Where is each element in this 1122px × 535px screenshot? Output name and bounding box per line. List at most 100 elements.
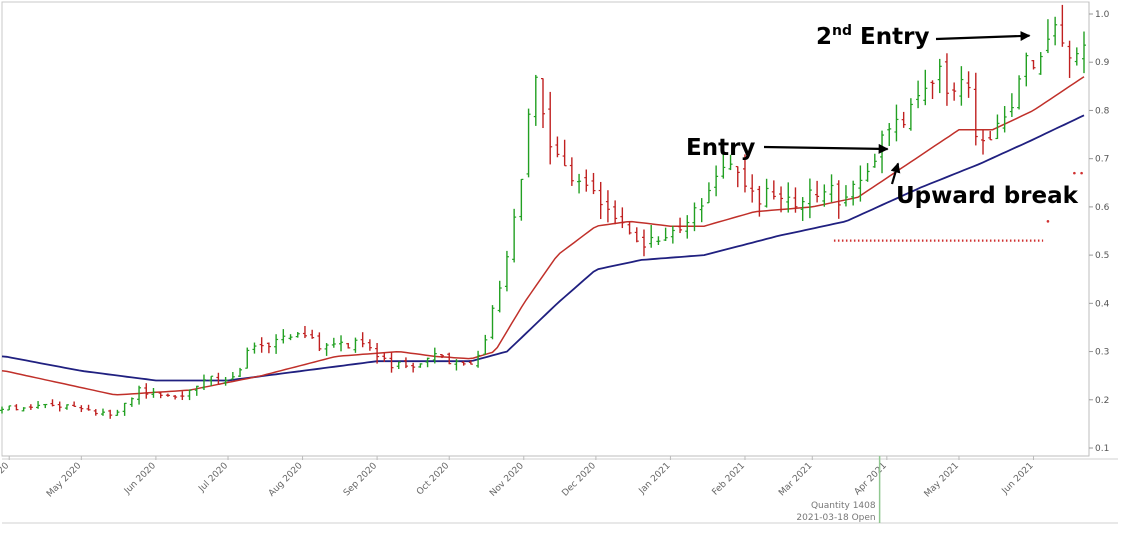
ohlc-bar [584,169,589,192]
ohlc-bar [714,165,719,197]
ohlc-bar [173,395,178,400]
ohlc-bar [194,385,199,396]
ohlc-bar [670,225,675,244]
ohlc-bar [266,342,271,354]
annotations: Entry 2nd Entry Upward break [686,23,1079,209]
ohlc-bar [375,342,380,364]
ohlc-bar [447,352,452,365]
ohlc-bar [360,332,365,348]
ohlc-bar [822,184,827,207]
stop-levels [833,171,1083,242]
ohlc-bar [79,405,84,413]
ohlc-bar [613,200,618,225]
ohlc-bar [382,353,387,362]
y-tick-label: 0.7 [1095,155,1109,165]
stop-dot [1080,171,1083,175]
ohlc-bar [115,409,120,416]
upward-break-annotation-label: Upward break [896,183,1079,209]
ohlc-bar [591,172,596,195]
ohlc-bar [641,229,646,257]
ohlc-bar [201,374,206,390]
ohlc-bar [209,375,214,386]
quantity-label: Quantity 1408 [811,501,876,511]
second-entry-arrow [935,31,1031,42]
ohlc-bar [86,404,91,411]
ohlc-bar [692,202,697,232]
ohlc-bar [21,407,26,412]
second-entry-annotation-label: 2nd Entry [816,23,929,50]
ohlc-bar [288,334,293,341]
ohlc-bar [317,332,322,352]
ohlc-bar [872,153,877,168]
ohlc-bar [634,227,639,243]
ohlc-bar [858,165,863,202]
slow-moving-average-line [1,114,1085,382]
ohlc-bar [353,337,358,353]
ohlc-bar [7,405,12,411]
entry-annotation-label: Entry [686,135,755,161]
ohlc-bar [887,123,892,146]
ohlc-bar [548,91,553,165]
ohlc-bar [403,357,408,369]
ohlc-bar [64,404,69,410]
ohlc-bar [1045,19,1050,54]
second-entry-label-superscript: nd [832,23,852,39]
ohlc-bar [1067,40,1072,78]
ohlc-bar [569,157,574,186]
ohlc-bar [144,383,149,399]
ohlc-bar [230,372,235,380]
ohlc-bar [108,409,113,419]
ohlc-bar [735,165,740,188]
ohlc-bar [43,403,48,409]
ohlc-bar [865,163,870,182]
second-entry-label-part: 2 [816,24,832,50]
ohlc-bar [165,393,170,397]
ohlc-bar [728,154,733,171]
ohlc-bar [930,80,935,100]
ohlc-bar [981,130,986,155]
ohlc-bar [541,77,545,129]
ohlc-bar [742,154,747,193]
ohlc-bar [476,350,481,368]
ohlc-bar [1038,52,1043,75]
ohlc-bar [649,224,654,248]
ohlc-bar [274,334,279,354]
ohlc-bar [295,332,300,338]
ohlc-bar [807,178,812,219]
ohlc-bar [533,74,538,126]
ohlc-bar [1082,31,1086,74]
ohlc-bar [411,362,416,373]
ohlc-bar [425,357,430,368]
ohlc-bar [14,404,19,411]
ohlc-bar [829,174,834,203]
ohlc-bar [490,305,495,340]
ohlc-bar [122,402,127,416]
ohlc-bar [259,337,264,353]
ohlc-bar [771,180,776,200]
ohlc-bar [786,182,791,213]
ohlc-bar [418,363,423,368]
ohlc-bar [346,342,351,349]
ohlc-bar [843,185,848,207]
ohlc-bar [836,180,841,219]
ohlc-bar [57,401,62,412]
ohlc-bar [1060,4,1065,47]
ohlc-bar [598,181,603,220]
ohlc-bar [944,53,949,106]
ohlc-bar [988,130,993,141]
ohlc-bar [245,347,250,369]
upward-break-arrow [890,162,901,185]
ohlc-bar [526,108,531,178]
ohlc-bar [663,227,668,242]
ohlc-bar [36,401,41,409]
y-tick-label: 0.3 [1095,348,1109,358]
ohlc-bar [461,361,466,366]
ohlc-bar [764,178,769,208]
y-tick-label: 0.9 [1095,58,1110,68]
ohlc-bar [483,334,488,355]
ohlc-bar [678,217,683,234]
ohlc-bar [793,187,798,213]
ohlc-bar [367,339,372,351]
